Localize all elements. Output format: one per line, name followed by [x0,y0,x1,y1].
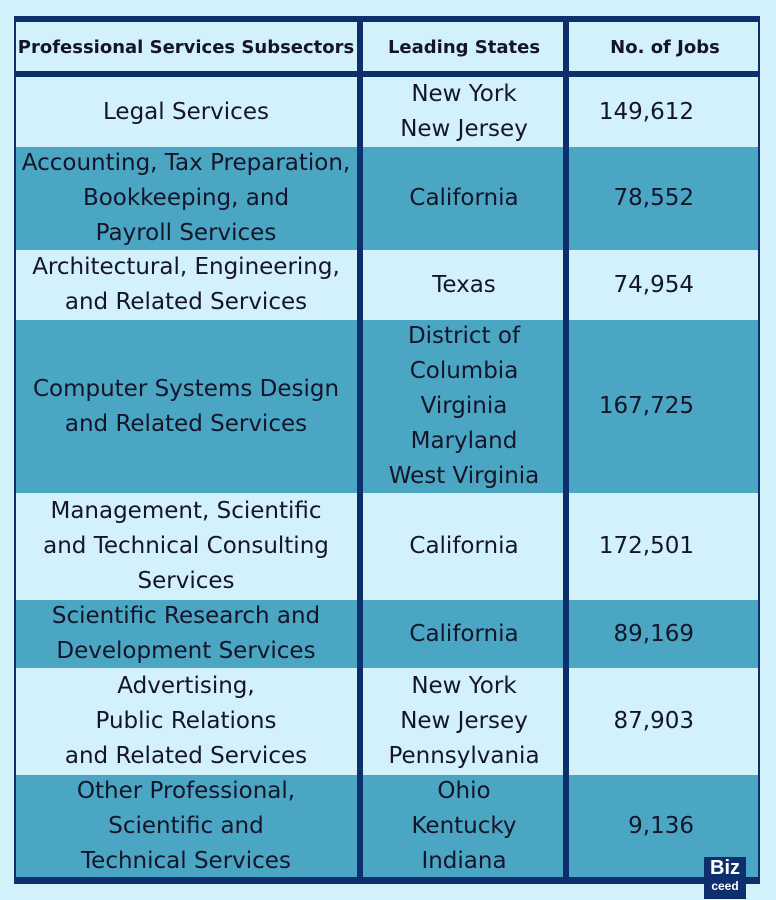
cell-line: California [409,620,519,647]
cell-line: and Related Services [64,410,308,437]
cell-line: Bookkeeping, and [82,185,290,211]
cell-line: and Technical Consulting [43,533,329,559]
cell: Legal Services [14,77,358,147]
cell-line: California [409,533,519,559]
cell-line: Ohio [437,777,491,804]
cell-line: West Virginia [388,463,540,489]
cell: 149,612 [598,98,694,125]
logo-text: ceed [711,879,739,893]
cell-line: Texas [432,271,496,298]
cell-line: New Jersey [400,116,528,142]
cell: Computer Systems Design and Related Servi… [14,320,358,493]
cell-line: Maryland [410,428,518,454]
cell-line: and Related Services [64,743,308,769]
top-rule [14,16,760,22]
cell-line: New York [411,673,517,699]
header-cell: Leading States [387,36,541,58]
row-band [14,147,760,250]
logo-text: Biz [710,857,740,879]
cell: Ohio Kentucky Indiana [363,775,565,877]
row-band [14,600,760,668]
cell-line: Management, Scientific [50,498,322,524]
cell: 172,501 [598,533,694,559]
cell-line: Accounting, Tax Preparation, [21,150,351,176]
cell-line: New York [411,81,517,107]
col-divider [357,16,363,884]
cell-line: Virginia [420,393,508,419]
cell: New York New Jersey Pennsylvania [363,668,565,775]
cell: New York New Jersey [363,77,565,147]
cell: 89,169 [613,620,694,647]
cell-line: Scientific and [108,812,264,839]
row-band [14,775,760,877]
cell-line: Development Services [56,638,316,664]
cell: 78,552 [613,185,694,211]
cell-line: Services [137,568,235,594]
cell: 74,954 [613,271,694,298]
header-cell: No. of Jobs [610,36,720,58]
cell: Texas [363,250,565,320]
cell-line: Other Professional, [76,777,296,804]
cell-line: Technical Services [81,847,291,874]
cell-line: Scientific Research and [51,603,321,629]
left-border [14,16,16,884]
header-cell: Professional Services Subsectors [17,36,355,58]
cell-line: Payroll Services [95,220,277,246]
cell: Scientific Research and Development Servi… [14,600,358,668]
bottom-rule [14,877,760,884]
cell-line: District of [407,323,521,349]
cell: Management, Scientific and Technical Cons… [14,493,358,600]
cell: California [363,147,565,250]
cell: Advertising, Public Relations and Related … [14,668,358,775]
cell-line: Pennsylvania [388,743,540,769]
cell: Architectural, Engineering, and Related S… [14,250,358,320]
header-rule [14,71,760,77]
cell: Other Professional, Scientific and Technic… [14,775,358,877]
cell-line: Columbia [409,358,519,384]
logo: Biz ceed [704,857,746,899]
right-border [758,16,760,884]
cell: Accounting, Tax Preparation, Bookkeeping,… [14,147,358,250]
cell-line: Architectural, Engineering, [32,254,340,280]
cell: California [363,600,565,668]
cell: 9,136 [628,812,694,839]
cell-line: Indiana [421,847,507,874]
cell-line: Advertising, [117,673,255,699]
cell: District of Columbia Virginia Maryland West … [363,320,565,493]
cell-line: California [409,185,519,211]
cell: 167,725 [598,393,694,419]
row-band [14,320,760,493]
col-divider [563,16,569,884]
cell-line: and Related Services [64,289,308,315]
cell: California [363,493,565,600]
cell-line: Computer Systems Design [32,375,340,402]
cell-line: Legal Services [103,98,269,125]
cell-line: New Jersey [400,708,528,734]
cell-line: Kentucky [411,812,517,839]
cell: 87,903 [613,708,694,734]
cell-line: Public Relations [95,708,277,734]
